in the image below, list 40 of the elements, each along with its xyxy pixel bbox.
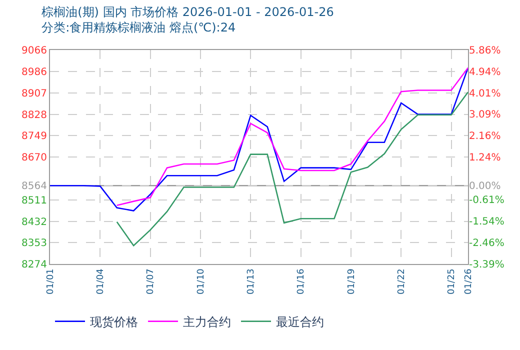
x-tick-label: 01/19 [346, 268, 357, 295]
y-tick-label: 8274 [22, 260, 47, 270]
y2-tick-label: 0.00% [469, 181, 501, 192]
y-tick-label: 8353 [22, 238, 47, 250]
legend-label: 最近合约 [276, 314, 324, 329]
y-tick-label: 8511 [22, 195, 47, 206]
y-tick-label: 9066 [22, 46, 47, 56]
y-tick-label: 8986 [22, 67, 47, 78]
x-tick-label: 01/22 [397, 268, 408, 295]
y2-tick-label: -3.39% [469, 260, 504, 270]
line-series [116, 92, 468, 246]
y-tick-label: 8564 [22, 181, 47, 192]
x-tick-label: 01/13 [246, 268, 257, 295]
x-tick-label: 01/10 [196, 268, 206, 295]
x-tick-label: 01/04 [96, 268, 106, 295]
y-tick-label: 8907 [22, 88, 47, 100]
x-tick-label: 01/25 [447, 268, 458, 295]
y-tick-label: 8749 [22, 131, 47, 142]
y-tick-label: 8670 [22, 152, 47, 164]
y-tick-label: 8432 [22, 216, 47, 228]
y2-tick-label: 4.01% [469, 88, 501, 100]
x-tick-label: 01/26 [464, 268, 474, 295]
y2-tick-label: 2.16% [469, 131, 501, 142]
y-tick-label: 8828 [22, 110, 47, 121]
chart-subtitle: 分类:食用精炼棕榈液油 熔点(℃):24 [42, 20, 236, 34]
y2-tick-label: 4.94% [469, 66, 501, 78]
y2-tick-label: -2.46% [469, 238, 504, 249]
y2-tick-label: -1.54% [469, 216, 504, 228]
x-tick-label: 01/16 [296, 268, 307, 295]
y2-tick-label: 3.09% [469, 110, 501, 121]
chart-title: 棕榈油(期) 国内 市场价格 2026-01-01 - 2026-01-26 [42, 4, 334, 19]
y2-tick-label: 1.24% [469, 152, 501, 164]
x-tick-label: 01/01 [46, 268, 56, 295]
x-tick-label: 01/07 [146, 268, 156, 295]
legend-label: 主力合约 [183, 314, 231, 329]
line-series [50, 67, 468, 212]
y2-tick-label: 5.86% [469, 46, 501, 56]
y2-tick-label: -0.61% [469, 195, 504, 206]
legend-label: 现货价格 [90, 314, 138, 329]
line-series [116, 67, 468, 206]
